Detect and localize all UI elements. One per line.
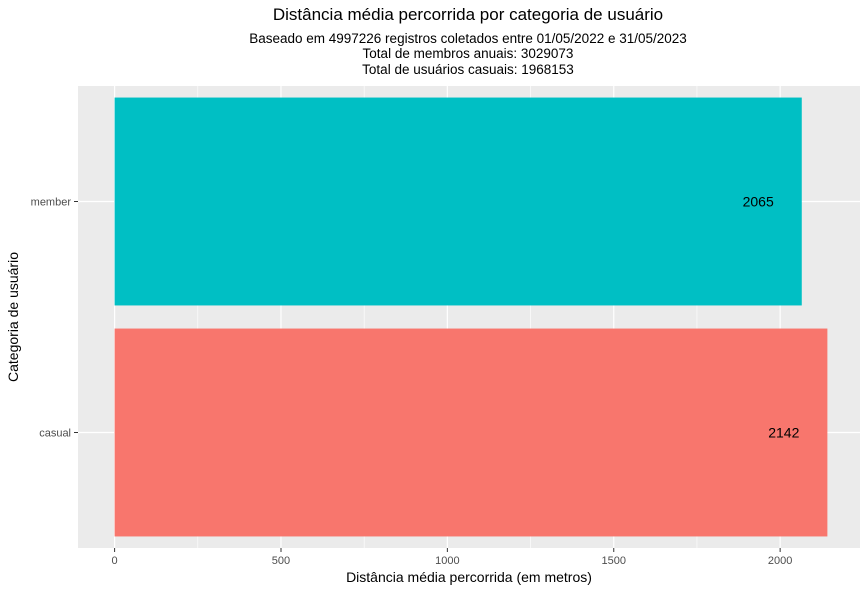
x-tick-label: 500 xyxy=(272,555,290,567)
chart-subtitle-line-1: Baseado em 4997226 registros coletados e… xyxy=(249,31,687,46)
bar-casual xyxy=(114,328,828,537)
y-tick-label: member xyxy=(31,197,72,209)
data-labels: 2142 2065 xyxy=(743,194,800,441)
chart-subtitle-line-2: Total de membros anuais: 3029073 xyxy=(363,46,574,61)
data-label-casual: 2142 xyxy=(768,425,799,441)
x-tick-label: 1500 xyxy=(602,555,626,567)
chart-title: Distância média percorrida por categoria… xyxy=(273,5,663,24)
bars xyxy=(114,97,828,537)
x-tick-label: 1000 xyxy=(435,555,459,567)
x-tick-label: 2000 xyxy=(768,555,792,567)
chart-subtitle-line-3: Total de usuários casuais: 1968153 xyxy=(362,62,574,77)
x-tick-label: 0 xyxy=(112,555,118,567)
y-tick-label: casual xyxy=(39,428,71,440)
data-label-member: 2065 xyxy=(743,194,774,210)
bar-member xyxy=(114,97,802,306)
y-axis-title: Categoria de usuário xyxy=(5,252,21,382)
x-axis-title: Distância média percorrida (em metros) xyxy=(346,569,592,585)
y-axis: casual member xyxy=(31,197,78,440)
x-axis: 0 500 1000 1500 2000 xyxy=(112,548,792,567)
